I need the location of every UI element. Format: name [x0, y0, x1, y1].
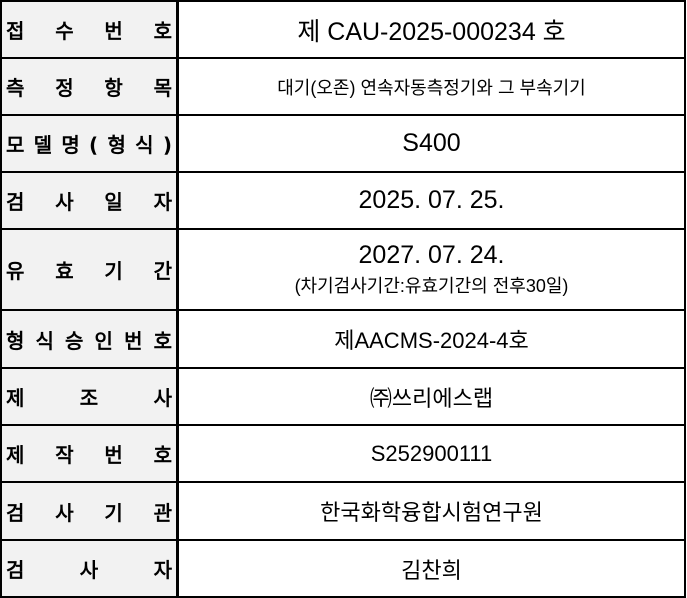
- field-label-receipt-number: 접 수 번 호: [0, 0, 179, 59]
- validity-date: 2027. 07. 24.: [358, 241, 505, 269]
- field-value-measurement-item: 대기(오존) 연속자동측정기와 그 부속기기: [176, 57, 686, 116]
- field-value-model-name: S400: [176, 114, 686, 173]
- table-row: 접 수 번 호 제 CAU-2025-000234 호: [0, 0, 686, 59]
- field-value-inspection-date: 2025. 07. 25.: [176, 171, 686, 230]
- field-value-serial-number: S252900111: [176, 424, 686, 483]
- field-label-approval-number: 형 식 승 인 번 호: [0, 309, 179, 369]
- table-row: 검 사 기 관 한국화학융합시험연구원: [0, 481, 686, 541]
- field-value-validity-period: 2027. 07. 24. (차기검사기간:유효기간의 전후30일): [176, 228, 686, 311]
- field-label-inspection-date: 검 사 일 자: [0, 171, 179, 230]
- field-label-manufacturer: 제 조 사: [0, 367, 179, 426]
- table-row: 형 식 승 인 번 호 제AACMS-2024-4호: [0, 309, 686, 369]
- field-value-inspector: 김찬희: [176, 539, 686, 598]
- table-row: 검 사 자 김찬희: [0, 539, 686, 598]
- field-label-measurement-item: 측 정 항 목: [0, 57, 179, 116]
- table-row: 검 사 일 자 2025. 07. 25.: [0, 171, 686, 230]
- table-row: 측 정 항 목 대기(오존) 연속자동측정기와 그 부속기기: [0, 57, 686, 116]
- field-label-model-name: 모 델 명 ( 형 식 ): [0, 114, 179, 173]
- next-inspection-note: (차기검사기간:유효기간의 전후30일): [294, 276, 569, 296]
- field-label-validity-period: 유 효 기 간: [0, 228, 179, 311]
- table-row: 제 작 번 호 S252900111: [0, 424, 686, 483]
- field-label-inspection-agency: 검 사 기 관: [0, 481, 179, 541]
- field-value-manufacturer: ㈜쓰리에스랩: [176, 367, 686, 426]
- field-value-receipt-number: 제 CAU-2025-000234 호: [176, 0, 686, 59]
- field-value-approval-number: 제AACMS-2024-4호: [176, 309, 686, 369]
- table-row: 유 효 기 간 2027. 07. 24. (차기검사기간:유효기간의 전후30…: [0, 228, 686, 311]
- field-value-inspection-agency: 한국화학융합시험연구원: [176, 481, 686, 541]
- field-label-serial-number: 제 작 번 호: [0, 424, 179, 483]
- table-row: 모 델 명 ( 형 식 ) S400: [0, 114, 686, 173]
- field-label-inspector: 검 사 자: [0, 539, 179, 598]
- table-row: 제 조 사 ㈜쓰리에스랩: [0, 367, 686, 426]
